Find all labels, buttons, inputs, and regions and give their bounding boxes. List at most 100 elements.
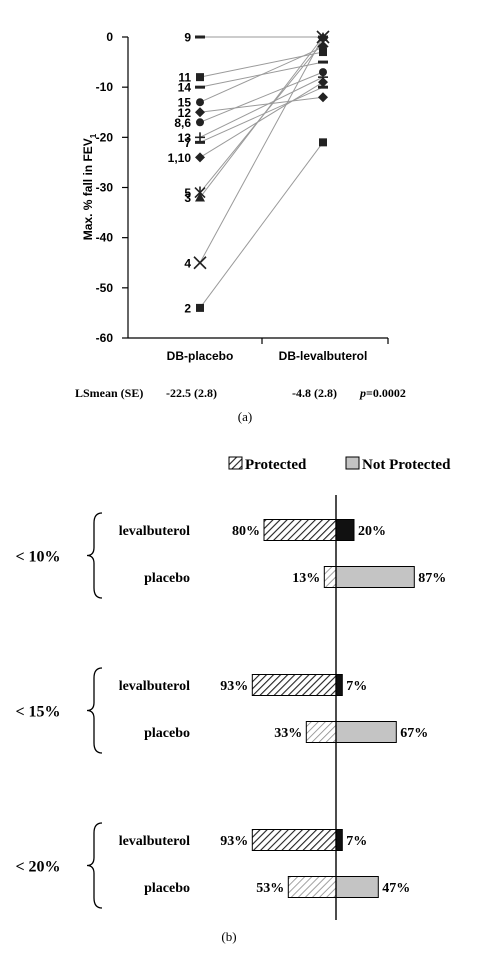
value-label-not-protected: 67%	[400, 726, 428, 741]
panel-a: 0 -10 -20 -30 -40 -50 -60 DB-placebo DB-levalbu…	[75, 30, 406, 424]
value-label-not-protected: 7%	[346, 834, 367, 849]
row-label: placebo	[144, 881, 190, 896]
subject-label: 11	[178, 71, 191, 85]
value-label-protected: 80%	[232, 524, 260, 539]
data-point-diamond	[318, 77, 328, 88]
y-tick-label: -50	[96, 281, 114, 295]
data-point-x	[316, 30, 330, 44]
bar-protected	[263, 519, 337, 541]
value-label-protected: 33%	[274, 726, 302, 741]
x-category-label: DB-placebo	[167, 349, 234, 363]
value-label-not-protected: 7%	[346, 679, 367, 694]
y-tick-label: -20	[96, 130, 114, 144]
legend-label-protected: Protected	[245, 457, 307, 473]
y-tick-label: -30	[96, 181, 114, 195]
subject-label: 7	[184, 136, 191, 150]
data-point-square	[319, 48, 327, 57]
data-point-dash	[195, 35, 205, 39]
group-threshold-label: < 20%	[15, 859, 60, 876]
bar-protected	[323, 566, 337, 588]
data-point-dash	[318, 60, 328, 64]
group-threshold-label: < 10%	[15, 549, 60, 566]
bar-not-protected	[335, 829, 343, 851]
bar-groups: < 10% levalbuterol 80% 20% placebo 13% 87% < 15…	[15, 512, 446, 909]
group-brace	[86, 667, 103, 754]
data-point-square	[196, 73, 204, 82]
subject-label: 15	[178, 96, 192, 110]
subject-line	[199, 142, 324, 309]
bar-protected	[251, 674, 337, 696]
subject-line	[199, 71, 324, 123]
data-point-dash	[195, 85, 205, 89]
row-label: levalbuterol	[119, 524, 190, 539]
group-brace	[86, 822, 103, 909]
data-point-square	[196, 303, 204, 312]
data-point-dash	[318, 85, 328, 89]
value-label-not-protected: 47%	[382, 881, 410, 896]
legend-swatch-protected	[228, 456, 243, 470]
y-tick-label: -10	[96, 80, 114, 94]
subject-line	[199, 96, 324, 113]
data-point-circle	[319, 68, 327, 77]
lsmean-levalbuterol: -4.8 (2.8)	[292, 386, 337, 400]
subject-label: 9	[184, 31, 191, 45]
row-label: placebo	[144, 726, 190, 741]
legend-swatch-not-protected	[345, 456, 360, 470]
bar-not-protected	[335, 519, 355, 541]
data-point-square	[319, 138, 327, 147]
subject-label: 14	[178, 81, 192, 95]
subject-line	[199, 46, 324, 103]
subject-label: 2	[184, 301, 191, 315]
subject-label: 13	[178, 131, 192, 145]
subject-line	[199, 81, 324, 158]
row-label: levalbuterol	[119, 834, 190, 849]
subject-markers	[193, 30, 330, 312]
subject-label: 4	[184, 256, 191, 270]
y-ticks: 0 -10 -20 -30 -40 -50 -60	[96, 30, 128, 345]
bar-not-protected	[335, 566, 415, 588]
p-value: p=0.0002	[359, 386, 406, 400]
group-brace	[86, 512, 103, 599]
value-label-not-protected: 20%	[358, 524, 386, 539]
x-category-label: DB-levalbuterol	[279, 349, 368, 363]
subject-label: 12	[178, 106, 192, 120]
row-label: placebo	[144, 571, 190, 586]
data-point-diamond	[195, 152, 205, 163]
x-categories: DB-placebo DB-levalbuterol	[167, 338, 389, 363]
y-tick-label: 0	[106, 30, 113, 44]
y-tick-label: -40	[96, 231, 114, 245]
bar-protected	[305, 721, 337, 743]
value-label-not-protected: 87%	[418, 571, 446, 586]
row-label: levalbuterol	[119, 679, 190, 694]
subject-line	[199, 76, 324, 138]
data-point-diamond	[318, 92, 328, 103]
legend-label-not-protected: Not Protected	[362, 457, 451, 473]
caption-a: (a)	[238, 409, 252, 424]
panel-b: Protected Not Protected < 10% levalbutero…	[15, 456, 451, 944]
value-label-protected: 13%	[292, 571, 320, 586]
bar-not-protected	[335, 674, 343, 696]
data-point-dash	[195, 140, 205, 144]
subject-lines	[199, 36, 324, 309]
subject-label: 5	[184, 186, 191, 200]
data-point-diamond	[195, 107, 205, 118]
subject-line	[199, 36, 324, 198]
subject-label: 3	[184, 191, 191, 205]
value-label-protected: 93%	[220, 679, 248, 694]
lsmean-label: LSmean (SE)	[75, 386, 143, 400]
data-point-circle	[196, 98, 204, 107]
bar-not-protected	[335, 876, 379, 898]
caption-b: (b)	[221, 929, 236, 944]
bar-not-protected	[335, 721, 397, 743]
group-threshold-label: < 15%	[15, 704, 60, 721]
bar-protected	[251, 829, 337, 851]
bar-protected	[287, 876, 337, 898]
subject-label: 1,10	[168, 151, 192, 165]
data-point-triangle	[195, 192, 205, 202]
subject-line	[199, 36, 324, 263]
value-label-protected: 53%	[256, 881, 284, 896]
y-axis-title: Max. % fall in FEV1	[81, 133, 98, 240]
data-point-circle	[196, 118, 204, 127]
